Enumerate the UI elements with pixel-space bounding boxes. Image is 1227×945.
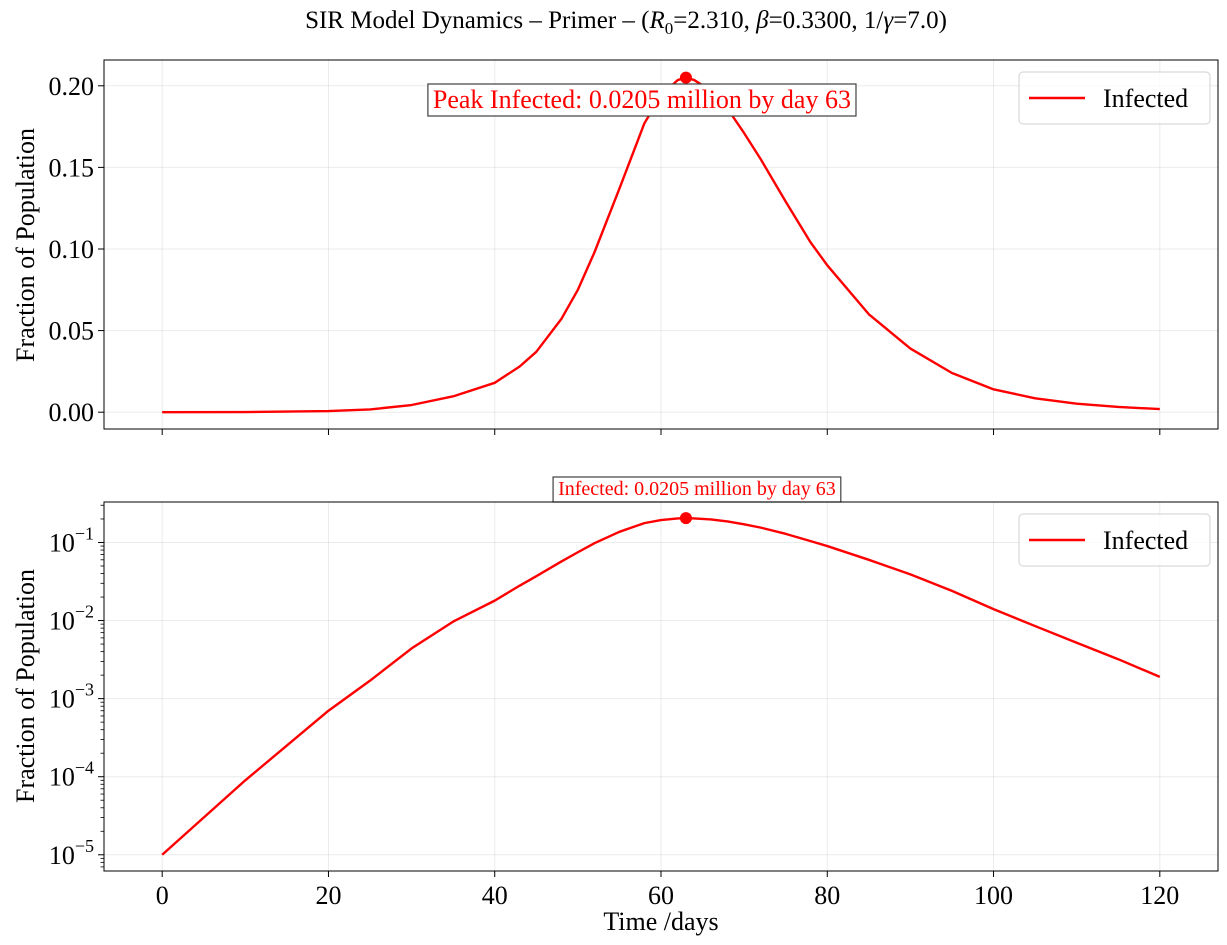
x-tick-label: 40 <box>482 881 508 910</box>
y-tick-label-exponent: −3 <box>75 680 94 700</box>
x-tick-label: 60 <box>648 881 674 910</box>
y-tick-label: 0.20 <box>49 72 95 101</box>
title-r-val: =2.310, <box>673 7 756 34</box>
title-r-sub: 0 <box>665 19 674 38</box>
title-r: R <box>648 7 664 34</box>
annotation-box <box>427 83 857 117</box>
legend-label-infected: Infected <box>1103 84 1188 113</box>
log-panel: 10−510−410−310−210−10 20 40 60 80 100 120Fract… <box>11 476 1219 936</box>
linear-panel: 0.00 0.05 0.10 0.15 0.20 Fraction of Populati… <box>11 59 1219 435</box>
peak-annotation: Infected: 0.0205 million by day 63 <box>558 478 836 500</box>
y-tick-label: 10−2 <box>49 602 94 636</box>
y-tick-label-exponent: −5 <box>75 836 94 856</box>
x-tick-label: 20 <box>315 881 341 910</box>
y-tick-label: 0.10 <box>49 235 95 264</box>
y-axis-title: Fraction of Population <box>11 569 40 803</box>
annotation-box <box>552 476 842 503</box>
y-tick-label-base: 10 <box>49 528 75 557</box>
y-tick-label: 0.15 <box>49 153 95 182</box>
axes-frame <box>103 59 1219 430</box>
x-axis-title: Time /days <box>603 907 718 936</box>
y-tick-label: 10−5 <box>49 836 94 870</box>
y-tick-label: 10−3 <box>49 680 94 714</box>
y-tick-label: 10−1 <box>49 523 94 557</box>
legend-label-infected: Infected <box>1103 526 1188 555</box>
y-tick-label-exponent: −2 <box>75 602 94 622</box>
y-tick-label-exponent: −4 <box>75 758 94 778</box>
y-axis-title: Fraction of Population <box>11 128 40 362</box>
x-tick-label: 100 <box>974 881 1013 910</box>
legend-box <box>1018 513 1211 567</box>
title-beta: β <box>755 7 769 34</box>
title-prefix: SIR Model Dynamics – Primer – ( <box>305 7 649 34</box>
y-tick-label-base: 10 <box>49 763 75 792</box>
peak-marker <box>679 71 692 84</box>
y-tick-label: 0.00 <box>49 398 95 427</box>
y-tick-label: 0.05 <box>49 317 95 346</box>
title-beta-val: =0.3300, 1/ <box>769 7 884 34</box>
title-gamma: γ <box>883 7 894 34</box>
axes-frame <box>103 501 1219 872</box>
y-tick-label: 10−4 <box>49 758 94 792</box>
x-tick-label: 80 <box>814 881 840 910</box>
figure-title: SIR Model Dynamics – Primer – (R0=2.310,… <box>305 7 947 38</box>
x-tick-label: 0 <box>156 881 169 910</box>
peak-marker <box>679 512 692 525</box>
x-tick-label: 120 <box>1140 881 1179 910</box>
y-tick-label-base: 10 <box>49 607 75 636</box>
title-gamma-val: =7.0) <box>893 7 947 34</box>
y-tick-label-base: 10 <box>49 685 75 714</box>
legend-box <box>1018 71 1211 125</box>
y-tick-label-exponent: −1 <box>75 523 94 543</box>
y-tick-label-base: 10 <box>49 841 75 870</box>
peak-annotation: Peak Infected: 0.0205 million by day 63 <box>433 85 851 114</box>
